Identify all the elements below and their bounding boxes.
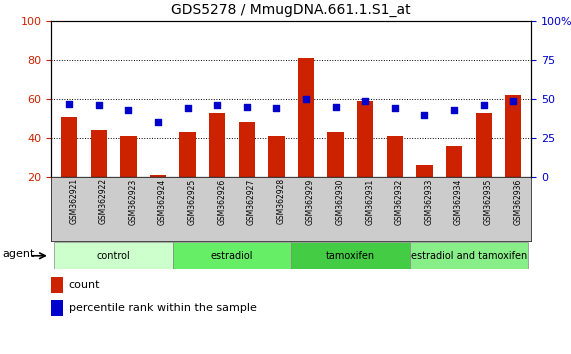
Point [301, 96, 311, 102]
Text: GSM362923: GSM362923 [128, 178, 138, 224]
Bar [173, 242, 291, 269]
Point [331, 104, 340, 110]
Text: GSM362926: GSM362926 [217, 178, 226, 224]
Bar [51, 277, 63, 293]
Bar [416, 165, 433, 177]
Point [272, 105, 281, 111]
Text: GSM362935: GSM362935 [484, 178, 493, 225]
Text: GSM362930: GSM362930 [336, 178, 345, 225]
Bar [61, 117, 77, 177]
Text: estradiol: estradiol [211, 251, 254, 261]
Point [65, 101, 74, 107]
Text: GSM362933: GSM362933 [424, 178, 433, 225]
Bar [291, 242, 409, 269]
Point [479, 103, 488, 108]
Point [154, 120, 163, 125]
Bar [239, 122, 255, 177]
Bar [328, 132, 344, 177]
Text: GSM362931: GSM362931 [365, 178, 374, 224]
Bar [387, 136, 403, 177]
Point [124, 107, 133, 113]
Point [449, 107, 459, 113]
Bar [51, 300, 63, 316]
Point [509, 98, 518, 103]
Point [242, 104, 251, 110]
Bar [298, 58, 314, 177]
Bar [505, 95, 521, 177]
Bar [179, 132, 196, 177]
Point [94, 103, 103, 108]
Text: GSM362928: GSM362928 [276, 178, 286, 224]
Point [390, 105, 399, 111]
Bar [54, 242, 173, 269]
Bar [476, 113, 492, 177]
Text: estradiol and tamoxifen: estradiol and tamoxifen [411, 251, 527, 261]
Text: percentile rank within the sample: percentile rank within the sample [69, 303, 256, 314]
Bar [446, 146, 462, 177]
Text: GSM362927: GSM362927 [247, 178, 256, 224]
Text: GSM362921: GSM362921 [69, 178, 78, 224]
Text: control: control [96, 251, 130, 261]
Text: GSM362925: GSM362925 [188, 178, 196, 224]
Text: GSM362924: GSM362924 [158, 178, 167, 224]
Text: GSM362922: GSM362922 [99, 178, 108, 224]
Text: GSM362929: GSM362929 [306, 178, 315, 224]
Text: GSM362932: GSM362932 [395, 178, 404, 224]
Bar [209, 113, 226, 177]
Point [183, 105, 192, 111]
Text: agent: agent [3, 249, 35, 259]
Bar [120, 136, 136, 177]
Text: GSM362934: GSM362934 [454, 178, 463, 225]
Point [361, 98, 370, 103]
Bar [150, 175, 166, 177]
Text: count: count [69, 280, 100, 291]
Bar [91, 130, 107, 177]
Bar [409, 242, 528, 269]
Title: GDS5278 / MmugDNA.661.1.S1_at: GDS5278 / MmugDNA.661.1.S1_at [171, 4, 411, 17]
Bar [268, 136, 284, 177]
Text: tamoxifen: tamoxifen [326, 251, 375, 261]
Point [420, 112, 429, 118]
Point [212, 103, 222, 108]
Text: GSM362936: GSM362936 [513, 178, 522, 225]
Bar [357, 101, 373, 177]
